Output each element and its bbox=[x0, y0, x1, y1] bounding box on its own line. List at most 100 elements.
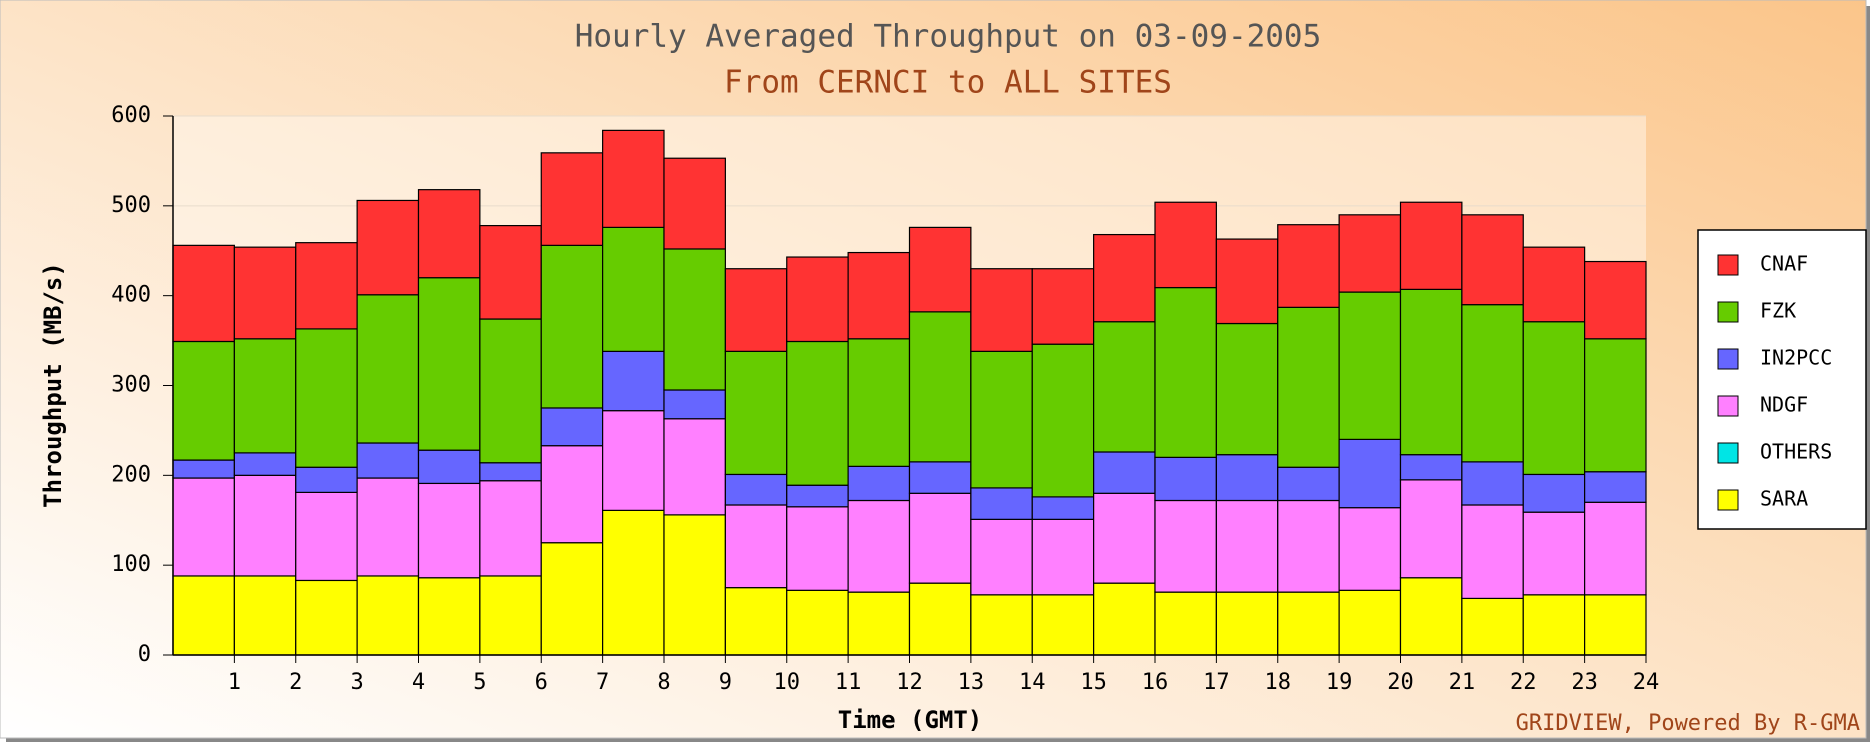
bar-segment bbox=[1093, 321, 1156, 453]
legend-swatch bbox=[1717, 489, 1739, 511]
bar-segment bbox=[417, 449, 481, 485]
x-tick-label: 21 bbox=[1449, 670, 1476, 695]
bar-segment bbox=[663, 389, 726, 420]
bar-segment bbox=[847, 465, 911, 502]
bar-segment bbox=[295, 579, 358, 656]
bar-segment bbox=[233, 575, 297, 656]
bar-segment bbox=[1154, 201, 1217, 289]
bar-segment bbox=[1031, 343, 1095, 498]
footer: GRIDVIEW, Powered By R-GMA bbox=[1516, 711, 1860, 736]
bar-segment bbox=[1522, 594, 1586, 656]
bar-segment bbox=[847, 591, 911, 656]
legend-swatch bbox=[1717, 395, 1739, 417]
bar-segment bbox=[908, 311, 972, 463]
x-axis-label: Time (GMT) bbox=[838, 706, 983, 734]
bar-segment bbox=[1338, 438, 1402, 509]
bar-segment bbox=[1399, 454, 1463, 481]
bar-segment bbox=[172, 244, 235, 343]
bar-segment bbox=[233, 452, 297, 476]
bar-segment bbox=[786, 506, 849, 591]
bar-segment bbox=[1031, 518, 1095, 596]
bar-segment bbox=[479, 462, 542, 482]
bar-segment bbox=[786, 589, 849, 656]
bar-segment bbox=[602, 129, 665, 228]
bar-segment bbox=[847, 499, 911, 593]
y-tick-label: 500 bbox=[111, 193, 151, 218]
bar-segment bbox=[663, 418, 726, 516]
bar-segment bbox=[786, 256, 849, 343]
bar-segment bbox=[1584, 260, 1647, 340]
bar-segment bbox=[908, 492, 972, 584]
bar-segment bbox=[1522, 246, 1586, 323]
bar-segment bbox=[1215, 454, 1279, 502]
bar-segment bbox=[356, 199, 420, 296]
legend-swatch bbox=[1717, 348, 1739, 370]
bar-segment bbox=[540, 542, 604, 656]
bar-segment bbox=[602, 509, 665, 656]
bar-segment bbox=[1522, 473, 1586, 513]
bar-segment bbox=[1522, 511, 1586, 596]
y-tick-label: 100 bbox=[111, 552, 151, 577]
bar-segment bbox=[356, 575, 420, 656]
bar-segment bbox=[1154, 499, 1217, 593]
x-tick-label: 22 bbox=[1510, 670, 1537, 695]
bar-segment bbox=[663, 157, 726, 250]
bar-segment bbox=[417, 577, 481, 656]
bar-segment bbox=[1031, 496, 1095, 520]
x-tick-label: 2 bbox=[289, 670, 302, 695]
legend-box bbox=[1697, 229, 1867, 530]
bar-segment bbox=[1093, 451, 1156, 494]
x-tick-label: 16 bbox=[1142, 670, 1169, 695]
bar-segment bbox=[1584, 338, 1647, 473]
x-tick-label: 10 bbox=[774, 670, 801, 695]
bar-segment bbox=[417, 189, 481, 279]
legend-swatch bbox=[1717, 442, 1739, 464]
legend-label: OTHERS bbox=[1760, 440, 1832, 464]
bar-segment bbox=[724, 268, 788, 352]
bar-segment bbox=[1399, 288, 1463, 456]
legend-label: IN2PCC bbox=[1760, 346, 1832, 370]
y-tick-label: 200 bbox=[111, 462, 151, 487]
bar-segment bbox=[1461, 461, 1524, 506]
bar-segment bbox=[1031, 594, 1095, 656]
x-tick-label: 1 bbox=[228, 670, 241, 695]
bar-segment bbox=[1461, 504, 1524, 600]
legend-swatch bbox=[1717, 301, 1739, 323]
y-tick-label: 400 bbox=[111, 283, 151, 308]
bar-segment bbox=[356, 477, 420, 577]
bar-segment bbox=[1338, 214, 1402, 293]
legend-label: NDGF bbox=[1760, 393, 1808, 417]
x-tick-label: 23 bbox=[1571, 670, 1598, 695]
x-tick-label: 18 bbox=[1265, 670, 1292, 695]
bar-segment bbox=[970, 487, 1033, 520]
bar-segment bbox=[233, 474, 297, 577]
x-tick-label: 7 bbox=[596, 670, 609, 695]
bar-segment bbox=[724, 473, 788, 506]
legend-label: FZK bbox=[1760, 299, 1796, 323]
bar-segment bbox=[1522, 321, 1586, 476]
bar-segment bbox=[540, 152, 604, 246]
x-tick-label: 6 bbox=[535, 670, 548, 695]
bar-segment bbox=[172, 575, 235, 656]
x-tick-label: 24 bbox=[1633, 670, 1660, 695]
bar-segment bbox=[295, 328, 358, 468]
bar-segment bbox=[1154, 591, 1217, 656]
x-tick-label: 13 bbox=[958, 670, 985, 695]
bar-segment bbox=[602, 350, 665, 412]
bar-segment bbox=[602, 226, 665, 352]
bar-segment bbox=[540, 244, 604, 409]
bar-segment bbox=[1277, 224, 1340, 308]
bar-segment bbox=[1277, 591, 1340, 656]
bar-segment bbox=[970, 518, 1033, 596]
bar-segment bbox=[1215, 591, 1279, 656]
bar-segment bbox=[1277, 499, 1340, 593]
bar-segment bbox=[1154, 456, 1217, 502]
y-tick-label: 0 bbox=[138, 642, 151, 667]
bar-segment bbox=[1399, 479, 1463, 579]
bar-segment bbox=[1277, 466, 1340, 502]
bar-segment bbox=[1215, 322, 1279, 456]
bar-segment bbox=[1338, 291, 1402, 440]
x-tick-label: 9 bbox=[719, 670, 732, 695]
bar-segment bbox=[417, 277, 481, 451]
